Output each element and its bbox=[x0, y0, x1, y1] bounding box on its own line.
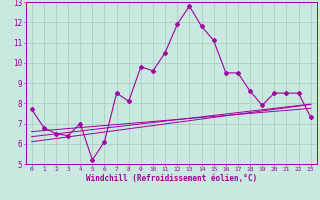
X-axis label: Windchill (Refroidissement éolien,°C): Windchill (Refroidissement éolien,°C) bbox=[86, 174, 257, 183]
